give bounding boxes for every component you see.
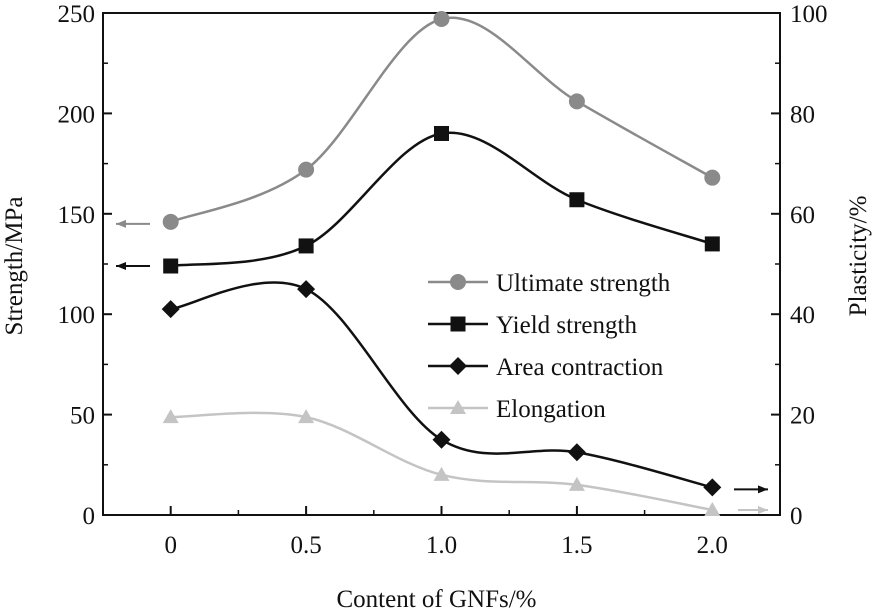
x-tick-label: 0 xyxy=(164,532,177,559)
legend-item-yield-strength: Yield strength xyxy=(428,312,637,339)
legend-marker xyxy=(450,316,466,332)
data-point-ultimate-strength xyxy=(568,93,585,110)
x-axis: 0 0.5 1.0 1.5 2.0 xyxy=(102,506,781,559)
left-tick-label: 150 xyxy=(58,202,96,229)
arrow-elongation-right-head xyxy=(758,505,768,514)
legend-item-ultimate-strength: Ultimate strength xyxy=(428,270,671,297)
x-tick-label: 1.0 xyxy=(426,532,457,559)
data-point-ultimate-strength xyxy=(162,213,179,230)
right-tick-label: 0 xyxy=(790,503,803,530)
arrow-ultimate-left xyxy=(116,219,150,228)
right-tick-label: 20 xyxy=(790,403,815,430)
x-tick-label: 2.0 xyxy=(697,532,728,559)
data-point-elongation xyxy=(433,466,450,481)
data-point-ultimate-strength xyxy=(704,169,721,186)
data-point-yield-strength xyxy=(298,238,314,254)
data-point-yield-strength xyxy=(163,258,179,274)
left-tick-label: 200 xyxy=(58,101,96,128)
legend-label: Yield strength xyxy=(496,312,637,339)
legend-marker xyxy=(449,357,467,375)
data-point-area-contraction xyxy=(567,443,586,462)
left-tick-label: 50 xyxy=(70,403,95,430)
legend-marker xyxy=(450,274,466,290)
y-axis-left-title: Strength/MPa xyxy=(1,197,28,336)
series-line-ultimate-strength xyxy=(170,16,713,223)
series-ultimate-strength xyxy=(162,11,721,230)
data-point-elongation xyxy=(704,501,721,516)
arrow-area-right xyxy=(734,485,768,494)
series-area-contraction xyxy=(161,280,722,497)
left-axis: 0 50 100 150 200 250 xyxy=(58,1,112,530)
legend-label: Elongation xyxy=(496,396,606,423)
x-tick-label: 0.5 xyxy=(290,532,321,559)
x-tick-label: 1.5 xyxy=(561,532,592,559)
x-axis-title: Content of GNFs/% xyxy=(337,586,537,612)
right-tick-label: 80 xyxy=(790,101,815,128)
y-axis-right-title: Plasticity/% xyxy=(845,196,872,317)
data-point-elongation xyxy=(162,409,179,424)
arrow-elongation-right xyxy=(738,505,768,514)
data-point-area-contraction xyxy=(703,478,722,497)
left-tick-label: 250 xyxy=(58,1,96,28)
arrow-yield-left-head xyxy=(116,262,126,271)
axis-arrows xyxy=(116,219,768,514)
legend-item-elongation: Elongation xyxy=(428,396,606,423)
legend-item-area-contraction: Area contraction xyxy=(428,354,664,381)
data-point-area-contraction xyxy=(432,430,451,449)
arrow-yield-left xyxy=(116,262,150,271)
data-point-yield-strength xyxy=(569,192,585,208)
data-point-area-contraction xyxy=(161,300,180,319)
data-point-ultimate-strength xyxy=(298,161,315,178)
legend-marker xyxy=(450,400,466,414)
series-elongation xyxy=(162,409,721,516)
series-line-elongation xyxy=(170,411,713,512)
arrow-area-right-head xyxy=(758,485,768,494)
arrow-ultimate-left-head xyxy=(116,219,126,228)
series-yield-strength xyxy=(163,125,720,274)
left-tick-label: 100 xyxy=(58,302,96,329)
legend-label: Ultimate strength xyxy=(496,270,671,297)
series-line-yield-strength xyxy=(170,131,713,268)
series-layer xyxy=(161,11,722,516)
right-tick-label: 100 xyxy=(790,1,828,28)
legend-label: Area contraction xyxy=(496,354,664,381)
right-axis: 0 20 40 60 80 100 xyxy=(771,1,828,530)
data-point-yield-strength xyxy=(704,236,720,252)
data-point-ultimate-strength xyxy=(433,11,450,28)
right-tick-label: 40 xyxy=(790,302,815,329)
legend: Ultimate strength Yield strength Area cont… xyxy=(428,270,671,423)
data-point-elongation xyxy=(568,476,585,491)
data-point-elongation xyxy=(298,409,315,424)
right-tick-label: 60 xyxy=(790,202,815,229)
data-point-yield-strength xyxy=(434,125,449,141)
data-point-area-contraction xyxy=(297,280,316,299)
left-tick-label: 0 xyxy=(83,503,96,530)
